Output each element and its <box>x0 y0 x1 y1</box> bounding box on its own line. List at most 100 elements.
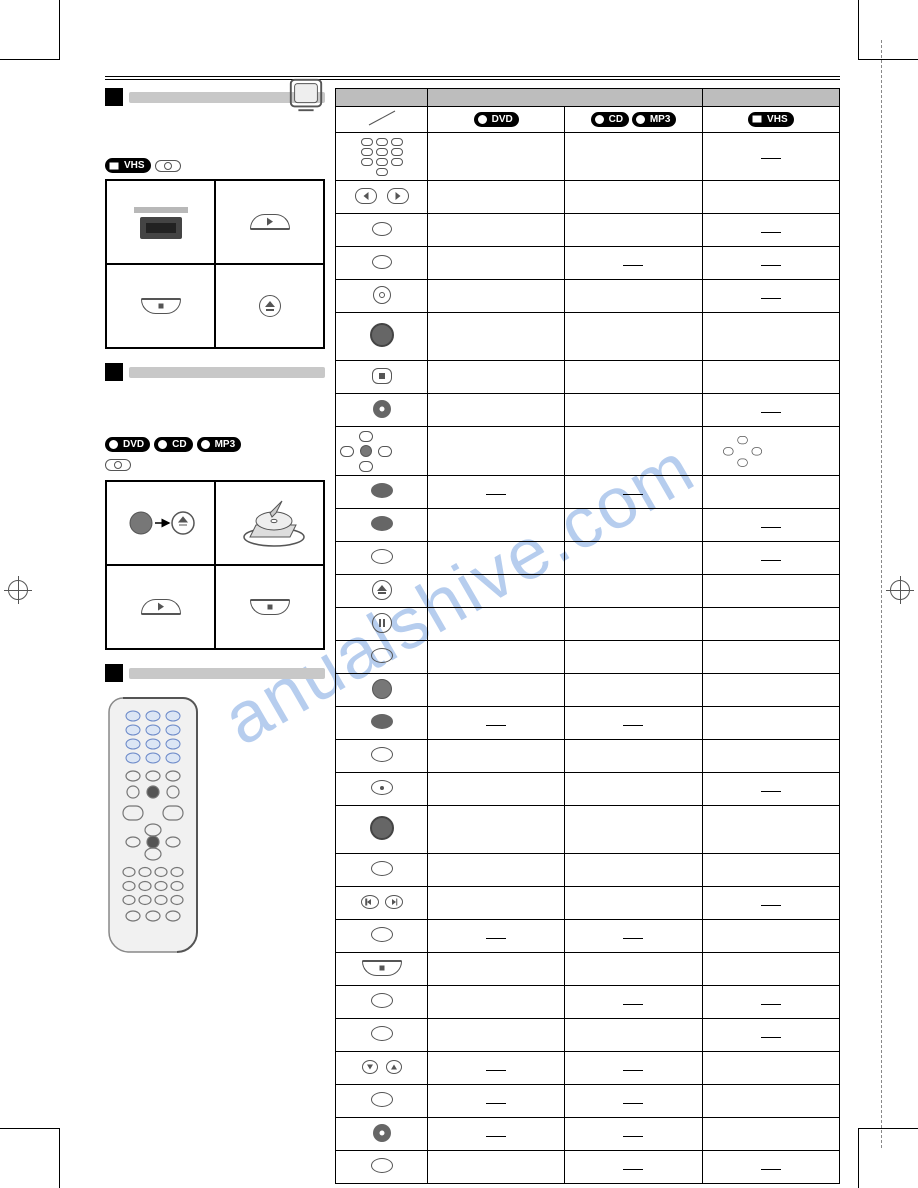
vhs-badge: VHS <box>105 158 151 173</box>
dash-mark <box>761 905 781 906</box>
mp3-badge: MP3 <box>197 437 242 452</box>
row-cd-cell <box>565 854 702 887</box>
row-icon-cell <box>336 707 428 740</box>
row-vhs-cell <box>702 806 839 854</box>
row-vhs-cell <box>702 214 839 247</box>
insert-disc-icon <box>230 495 310 551</box>
row-vhs-cell <box>702 707 839 740</box>
row-cd-cell <box>565 1085 702 1118</box>
dvd-badge: DVD <box>105 437 150 452</box>
row-dvd-cell <box>428 509 565 542</box>
row-vhs-cell <box>702 887 839 920</box>
row-icon-cell <box>336 953 428 986</box>
dvd-step-3 <box>106 565 215 649</box>
row-icon-cell <box>336 542 428 575</box>
row-dvd-cell <box>428 214 565 247</box>
table-row <box>336 920 840 953</box>
stop-dome-icon <box>250 599 290 615</box>
row-icon-cell <box>336 887 428 920</box>
row-vhs-cell <box>702 181 839 214</box>
row-dvd-cell <box>428 133 565 181</box>
dash-mark <box>623 938 643 939</box>
row-dvd-cell <box>428 1151 565 1184</box>
row-vhs-cell <box>702 740 839 773</box>
row-dvd-cell <box>428 427 565 476</box>
dvd-step-2 <box>215 481 324 565</box>
col-header-dvd: DVD <box>428 107 565 133</box>
section-number-box <box>105 88 123 106</box>
row-cd-cell <box>565 542 702 575</box>
row-icon-cell <box>336 1151 428 1184</box>
table-row <box>336 1151 840 1184</box>
dash-mark <box>761 1037 781 1038</box>
dash-mark <box>761 527 781 528</box>
row-icon-cell <box>336 133 428 181</box>
row-icon-cell <box>336 806 428 854</box>
row-cd-cell <box>565 133 702 181</box>
dash-mark <box>623 494 643 495</box>
row-dvd-cell <box>428 674 565 707</box>
dvd-badge-label: DVD <box>123 439 144 450</box>
row-icon-cell <box>336 280 428 313</box>
dash-mark <box>486 494 506 495</box>
table-row <box>336 575 840 608</box>
table-row <box>336 1085 840 1118</box>
table-row <box>336 854 840 887</box>
disc-eye-row <box>105 458 325 476</box>
row-vhs-cell <box>702 920 839 953</box>
row-dvd-cell <box>428 313 565 361</box>
table-row <box>336 427 840 476</box>
dash-mark <box>623 1004 643 1005</box>
row-icon-cell <box>336 641 428 674</box>
dvd-step-1 <box>106 481 215 565</box>
row-icon-cell <box>336 674 428 707</box>
table-row <box>336 509 840 542</box>
table-row <box>336 394 840 427</box>
diagonal-icon <box>367 109 397 127</box>
row-dvd-cell <box>428 247 565 280</box>
row-dvd-cell <box>428 1085 565 1118</box>
dash-mark <box>623 1136 643 1137</box>
eject-button-icon <box>259 295 281 317</box>
disc-eye-icon <box>105 459 131 471</box>
row-vhs-cell <box>702 854 839 887</box>
vhs-header-label: VHS <box>767 114 788 125</box>
dash-mark <box>761 298 781 299</box>
row-vhs-cell <box>702 280 839 313</box>
table-row <box>336 313 840 361</box>
dash-mark <box>486 1070 506 1071</box>
row-icon-cell <box>336 575 428 608</box>
row-cd-cell <box>565 1118 702 1151</box>
row-cd-cell <box>565 476 702 509</box>
stop-dome-icon <box>141 298 181 314</box>
table-row <box>336 280 840 313</box>
row-dvd-cell <box>428 280 565 313</box>
row-vhs-cell <box>702 476 839 509</box>
table-row <box>336 986 840 1019</box>
table-header: DVD CD MP3 VHS <box>336 89 840 133</box>
registration-mark-left <box>8 580 28 600</box>
row-dvd-cell <box>428 641 565 674</box>
col-header-vhs: VHS <box>702 107 839 133</box>
row-cd-cell <box>565 247 702 280</box>
row-cd-cell <box>565 674 702 707</box>
dash-mark <box>623 725 643 726</box>
row-dvd-cell <box>428 394 565 427</box>
row-cd-cell <box>565 361 702 394</box>
row-vhs-cell <box>702 1052 839 1085</box>
vhs-steps-grid <box>105 179 325 349</box>
table-row <box>336 806 840 854</box>
row-dvd-cell <box>428 575 565 608</box>
table-row <box>336 214 840 247</box>
registration-mark-right <box>890 580 910 600</box>
row-icon-cell <box>336 427 428 476</box>
disc-icon <box>200 439 211 450</box>
row-cd-cell <box>565 181 702 214</box>
row-dvd-cell <box>428 953 565 986</box>
table-row <box>336 641 840 674</box>
row-icon-cell <box>336 361 428 394</box>
vhs-badge-label: VHS <box>124 160 145 171</box>
dash-mark <box>623 1169 643 1170</box>
row-cd-cell <box>565 986 702 1019</box>
row-dvd-cell <box>428 806 565 854</box>
